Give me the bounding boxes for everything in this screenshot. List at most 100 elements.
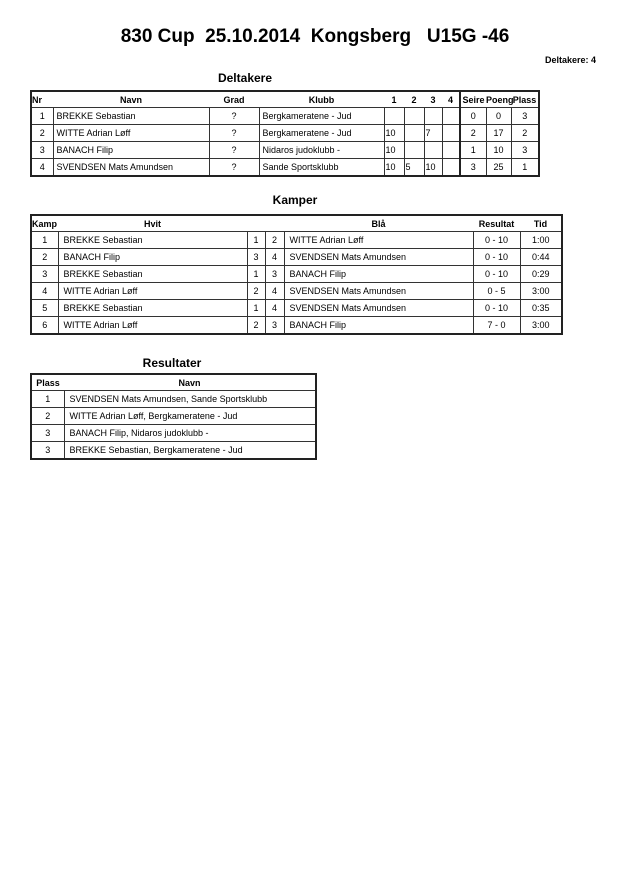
table-cell: 10 (423, 158, 443, 177)
table-cell: 0 (459, 107, 487, 125)
table-cell: 3 (510, 141, 540, 159)
table-row: 4 WITTE Adrian Løff 2 4 SVENDSEN Mats Amunds… (30, 282, 563, 300)
table-cell: 10 (383, 124, 405, 142)
table-cell: 2 (510, 124, 540, 142)
column-header: Navn (178, 377, 201, 388)
table-cell: 7 - 0 (472, 316, 521, 335)
table-cell: BREKKE Sebastian, Bergkameratene - Jud (63, 441, 317, 460)
table-cell (403, 124, 425, 142)
table-cell: WITTE Adrian Løff (57, 282, 248, 300)
table-cell: 4 (264, 299, 285, 317)
table-cell: 0:29 (519, 265, 563, 283)
table-cell: 3:00 (519, 282, 563, 300)
table-cell: 10 (383, 158, 405, 177)
table-cell: 1 (459, 141, 487, 159)
column-header: Plass (512, 94, 537, 105)
table-cell: 0 (485, 107, 512, 125)
table-row: 2 WITTE Adrian Løff, Bergkameratene - Jud (30, 407, 317, 425)
table-cell: 4 (264, 282, 285, 300)
table-cell: 4 (30, 282, 59, 300)
table-cell (441, 107, 461, 125)
table-cell: 17 (485, 124, 512, 142)
table-cell: WITTE Adrian Løff (52, 124, 210, 142)
column-header: Grad (223, 94, 245, 105)
table-row: 5 BREKKE Sebastian 1 4 SVENDSEN Mats Amundse… (30, 299, 563, 317)
kamper-heading: Kamper (272, 193, 318, 207)
table-cell: Nidaros judoklubb - (258, 141, 385, 159)
table-cell (441, 124, 461, 142)
table-cell: 1 (30, 107, 54, 125)
table-cell: 4 (30, 158, 54, 177)
table-cell: WITTE Adrian Løff (283, 231, 474, 249)
table-cell: ? (208, 158, 260, 177)
table-cell: ? (208, 107, 260, 125)
table-row: 4 SVENDSEN Mats Amundsen? Sande Sportsklub… (30, 158, 540, 177)
resultater-heading: Resultater (142, 356, 202, 370)
table-cell: 2 (246, 316, 266, 335)
table-cell: 3 (30, 441, 65, 460)
table-cell: ? (208, 124, 260, 142)
table-cell: 5 (30, 299, 59, 317)
table-row: 2 BANACH Filip 3 4 SVENDSEN Mats Amundsen 0 -… (30, 248, 563, 266)
table-cell: BREKKE Sebastian (57, 299, 248, 317)
table-cell: SVENDSEN Mats Amundsen (283, 282, 474, 300)
table-cell: 10 (485, 141, 512, 159)
table-cell (383, 107, 405, 125)
table-cell: 2 (246, 282, 266, 300)
table-cell: 0 - 10 (472, 265, 521, 283)
page-title: 830 Cup 25.10.2014 Kongsberg U15G -46 (120, 26, 510, 47)
table-cell: Bergkameratene - Jud (258, 124, 385, 142)
table-cell: BANACH Filip (57, 248, 248, 266)
table-cell: BANACH Filip, Nidaros judoklubb - (63, 424, 317, 442)
table-cell: 4 (264, 248, 285, 266)
table-cell (403, 141, 425, 159)
table-cell: Sande Sportsklubb (258, 158, 385, 177)
table-cell: SVENDSEN Mats Amundsen, Sande Sportsklub… (63, 390, 317, 408)
table-cell (441, 158, 461, 177)
table-cell: BREKKE Sebastian (57, 231, 248, 249)
table-cell: 1 (246, 231, 266, 249)
table-cell (441, 141, 461, 159)
table-cell: 0 - 10 (472, 299, 521, 317)
table-cell: 10 (383, 141, 405, 159)
table-cell: 1:00 (519, 231, 563, 249)
table-cell: 1 (246, 265, 266, 283)
table-cell: 3 (30, 265, 59, 283)
table-row: 1 BREKKE Sebastian? Bergkameratene - Jud 0 0… (30, 107, 540, 125)
table-row: 3 BREKKE Sebastian 1 3 BANACH Filip 0 - 10 0:2… (30, 265, 563, 283)
table-cell: 1 (30, 390, 65, 408)
table-cell: SVENDSEN Mats Amundsen (283, 248, 474, 266)
table-cell: 25 (485, 158, 512, 177)
table-cell: WITTE Adrian Løff (57, 316, 248, 335)
deltakere-heading: Deltakere (217, 71, 273, 85)
table-cell: 1 (30, 231, 59, 249)
column-header: Kamp (32, 218, 58, 229)
table-cell: 3 (459, 158, 487, 177)
table-cell: BANACH Filip (52, 141, 210, 159)
table-cell: 2 (264, 231, 285, 249)
table-row: 2 WITTE Adrian Løff? Bergkameratene - Jud 1… (30, 124, 540, 142)
column-header: Resultat (478, 218, 515, 229)
column-header: Poeng (486, 94, 514, 105)
table-cell: 5 (403, 158, 425, 177)
column-header: Hvit (143, 218, 161, 229)
table-cell: 2 (30, 248, 59, 266)
table-cell: ? (208, 141, 260, 159)
table-row: 1 SVENDSEN Mats Amundsen, Sande Sportsklu… (30, 390, 317, 408)
table-row: 3 BANACH Filip? Nidaros judoklubb -10 1 10 3 (30, 141, 540, 159)
table-cell: 0:44 (519, 248, 563, 266)
table-cell: 6 (30, 316, 59, 335)
table-cell: 0 - 10 (472, 231, 521, 249)
table-cell: WITTE Adrian Løff, Bergkameratene - Jud (63, 407, 317, 425)
table-cell (423, 107, 443, 125)
table-cell: 2 (30, 124, 54, 142)
column-header: Seire (459, 91, 486, 108)
table-cell (423, 141, 443, 159)
kamper-table: Kamp Hvit Blå Resultat Tid 1 BREKKE Sebastian 1… (30, 214, 563, 335)
participant-count: Deltakere: 4 (544, 55, 596, 65)
table-cell: BREKKE Sebastian (52, 107, 210, 125)
column-header: Tid (533, 218, 548, 229)
table-cell (403, 107, 425, 125)
table-cell: BANACH Filip (283, 316, 474, 335)
